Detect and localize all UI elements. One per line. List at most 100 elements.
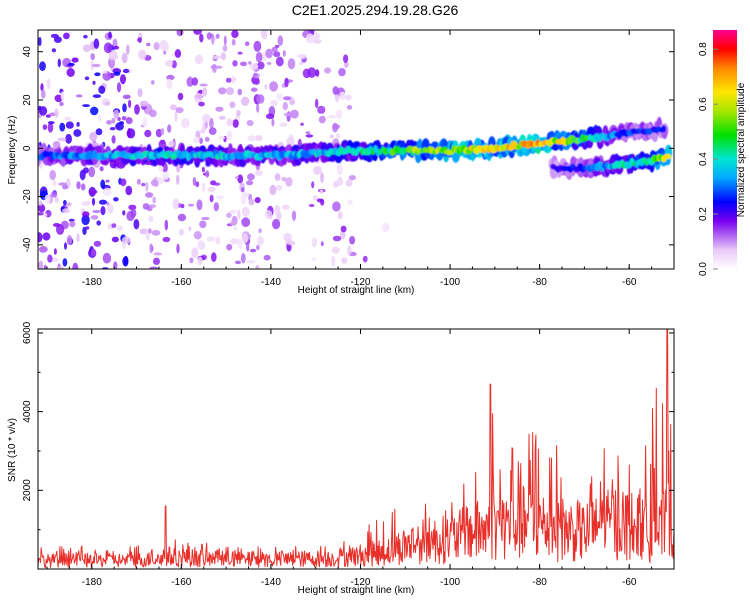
spectrogram-speckle — [269, 81, 278, 92]
spectrogram-speckle — [215, 33, 220, 39]
colorbar-gradient — [713, 30, 737, 269]
spectrogram-speckle — [38, 232, 43, 243]
spectrogram-speckle — [332, 201, 341, 212]
spectrogram-speckle — [76, 233, 80, 243]
spectrogram-speckle — [122, 236, 131, 245]
spectrogram-speckle — [211, 252, 217, 263]
spectrogram-speckle — [83, 167, 89, 174]
spectrogram-speckle — [312, 39, 322, 44]
spectrogram-speckle — [155, 128, 163, 138]
spectrogram-speckle — [53, 248, 57, 255]
snr-x-tick-label: -80 — [532, 577, 547, 588]
spectrogram-speckle — [246, 180, 254, 186]
spectrogram-speckle — [197, 240, 206, 251]
spectrogram-speckle — [111, 117, 116, 124]
spectrogram-speckle — [122, 210, 126, 216]
spectrogram-speckle — [337, 176, 343, 186]
spectrogram-speckle — [199, 220, 207, 229]
spectrogram-speckle — [102, 252, 112, 264]
spectrogram-speckle — [176, 30, 184, 37]
spectrogram-speckle — [318, 115, 326, 124]
spectrogram-speckle — [42, 212, 48, 217]
spectrogram-speckle — [66, 235, 73, 245]
spectrogram-speckle — [230, 220, 235, 226]
spectrogram-speckle — [113, 197, 119, 202]
snr-y-axis-label: SNR (10 * v/v) — [7, 418, 18, 482]
spectrogram-speckle — [299, 61, 304, 65]
spectrogram-speckle — [246, 119, 254, 127]
spectrogram-speckle — [174, 49, 182, 58]
spectrogram-y-tick-label: 20 — [22, 94, 33, 106]
spectrogram-image — [38, 30, 673, 269]
spectrogram-speckle — [320, 241, 324, 247]
spectrogram-speckle — [201, 166, 205, 173]
spectrogram-speckle — [195, 181, 200, 188]
spectrogram-speckle — [116, 225, 123, 232]
spectrogram-speckle — [44, 194, 51, 205]
spectrogram-speckle — [38, 204, 46, 213]
spectrogram-speckle — [313, 195, 318, 201]
spectrogram-speckle — [286, 137, 295, 146]
spectrogram-speckle — [244, 41, 250, 46]
spectrogram-speckle — [69, 220, 76, 228]
spectrogram-speckle — [90, 53, 95, 61]
spectrogram-speckle — [66, 202, 72, 207]
spectrogram-speckle — [62, 208, 71, 214]
spectrogram-speckle — [150, 179, 159, 187]
spectrogram-speckle — [115, 122, 124, 131]
spectrogram-speckle — [90, 106, 99, 116]
spectrogram-speckle — [274, 173, 281, 181]
spectrogram-speckle — [283, 96, 292, 101]
spectrogram-speckle — [63, 199, 67, 206]
spectrogram-speckle — [287, 240, 296, 246]
spectrogram-speckle — [247, 173, 255, 181]
spectrogram-y-tick-label: 40 — [22, 46, 33, 58]
spectrogram-speckle — [226, 243, 233, 251]
spectrogram-speckle — [209, 194, 214, 203]
spectrogram-speckle — [281, 177, 287, 182]
spectrogram-speckle — [237, 174, 244, 184]
spectrogram-speckle — [47, 122, 54, 133]
spectrogram-speckle — [92, 142, 99, 147]
spectrogram-speckle — [275, 184, 283, 191]
spectrogram-speckle — [246, 242, 250, 252]
spectrogram-speckle — [343, 54, 349, 63]
spectrogram-speckle — [254, 197, 261, 204]
spectrogram-speckle — [63, 32, 70, 40]
spectrogram-y-tick-label: -40 — [22, 237, 33, 252]
spectrogram-y-tick-label: -20 — [22, 189, 33, 204]
spectrogram-speckle — [106, 120, 112, 125]
spectrogram-speckle — [256, 94, 265, 104]
spectrogram-speckle — [82, 104, 90, 108]
spectrogram-speckle — [121, 52, 128, 64]
spectrogram-speckle — [49, 169, 56, 181]
spectrogram-speckle — [98, 199, 108, 205]
snr-x-tick-label: -100 — [440, 577, 460, 588]
spectrogram-speckle — [122, 103, 127, 113]
snr-x-tick-label: -60 — [622, 577, 637, 588]
spectrogram-speckle — [82, 226, 87, 235]
spectrogram-speckle — [47, 254, 53, 263]
spectrogram-speckle — [247, 135, 256, 142]
spectrogram-speckle — [176, 243, 180, 254]
spectrogram-speckle — [80, 183, 86, 191]
spectrogram-speckle — [258, 228, 262, 234]
spectrogram-speckle — [93, 38, 100, 49]
spectrogram-speckle — [240, 96, 250, 107]
spectrogram-speckle — [232, 119, 239, 128]
spectrogram-speckle — [64, 116, 72, 121]
spectrogram-speckle — [149, 266, 159, 269]
spectrogram-speckle — [160, 128, 165, 136]
spectrogram-speckle — [111, 236, 119, 243]
spectrogram-speckle — [233, 226, 237, 231]
spectrogram-speckle — [152, 196, 156, 204]
spectrogram-speckle — [71, 57, 79, 63]
spectrogram-speckle — [253, 78, 260, 85]
spectrogram-speckle — [148, 228, 152, 234]
colorbar-tick-label: 0.0 — [698, 262, 709, 276]
snr-y-tick-label: 2000 — [22, 479, 33, 502]
spectrogram-speckle — [99, 166, 104, 172]
spectrogram-speckle — [122, 68, 130, 74]
spectrogram-speckle — [102, 69, 108, 74]
spectrogram-speckle — [201, 182, 206, 192]
